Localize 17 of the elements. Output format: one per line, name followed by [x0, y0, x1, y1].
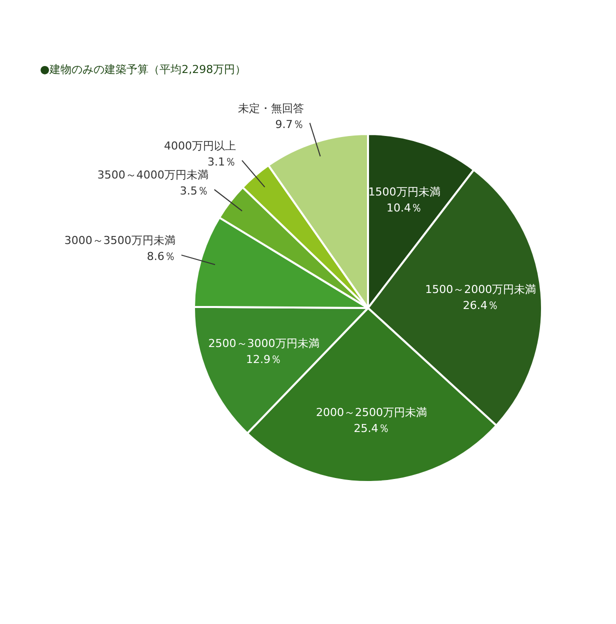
data-label: 25.4％	[354, 422, 390, 435]
slice-label: 4000万円以上	[164, 139, 236, 152]
data-label: 3.1％	[208, 155, 236, 168]
chart-title: ●建物のみの建築予算（平均2,298万円）	[40, 62, 246, 76]
slice-label: 未定・無回答	[238, 102, 304, 115]
data-label: 9.7％	[275, 118, 304, 131]
slice-label: 2000～2500万円未満	[316, 406, 428, 419]
data-label: 26.4％	[462, 298, 498, 312]
data-label: 3.5％	[180, 184, 208, 198]
slice-label: 2500～3000万円未満	[208, 336, 320, 350]
data-label: 8.6％	[146, 250, 176, 263]
slice-label: 1500～2000万円未満	[425, 282, 536, 296]
slice-label: 3500～4000万円未満	[97, 168, 208, 182]
slice-label: 3000～3500万円未満	[64, 234, 176, 247]
data-label: 12.9％	[246, 352, 282, 366]
slice-label: 1500万円未満	[368, 186, 440, 199]
data-label: 10.4％	[386, 202, 422, 215]
